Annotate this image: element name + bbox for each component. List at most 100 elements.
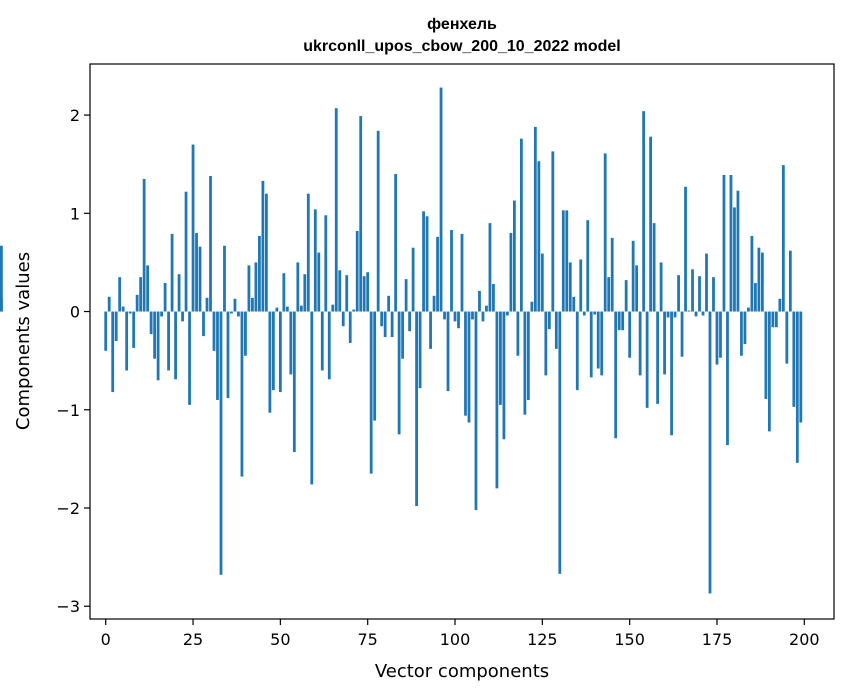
bar-98 — [446, 311, 450, 392]
bar-19 — [170, 233, 174, 312]
bar-111 — [492, 284, 495, 312]
bar-14 — [153, 311, 157, 359]
bar-97 — [443, 311, 446, 320]
plot-frame — [89, 63, 835, 620]
bar-155 — [645, 311, 649, 408]
bar-106 — [474, 311, 478, 510]
x-tick-label: 175 — [702, 630, 733, 649]
bar-170 — [698, 276, 701, 312]
bar-188 — [761, 252, 764, 312]
bar-198 — [795, 311, 799, 463]
bar-153 — [638, 311, 642, 376]
y-tick-label: 0 — [70, 303, 80, 322]
bar-165 — [680, 311, 684, 357]
bar-105 — [471, 311, 474, 320]
bar-63 — [324, 215, 328, 312]
bar-100 — [453, 311, 457, 322]
bar-71 — [352, 309, 356, 312]
bar-17 — [163, 283, 167, 312]
bar-83 — [394, 174, 398, 312]
bar-159 — [659, 262, 663, 312]
bar-179 — [729, 175, 733, 312]
bar-183 — [743, 311, 747, 344]
x-tick-label: 0 — [101, 630, 111, 649]
bar-156 — [649, 136, 653, 312]
bar-75 — [366, 272, 370, 312]
bar-79 — [380, 311, 384, 327]
bar-149 — [624, 280, 628, 312]
bar-172 — [705, 253, 708, 312]
bar-158 — [656, 311, 659, 404]
bar-184 — [747, 307, 750, 312]
bar-1 — [107, 296, 111, 312]
bar-102 — [460, 233, 464, 312]
bar-99 — [450, 230, 453, 312]
bar-191 — [771, 311, 775, 328]
bar-82 — [390, 311, 394, 338]
y-axis-ticks: −3 −2 −1 0 1 2 — [56, 106, 90, 616]
bar-62 — [320, 311, 324, 371]
bar-199 — [799, 311, 803, 423]
y-tick-label: −1 — [56, 401, 80, 420]
bar-53 — [289, 311, 293, 375]
bar-178 — [726, 311, 729, 446]
bar-150 — [628, 311, 632, 358]
bar-6 — [125, 311, 129, 371]
bar-60 — [313, 209, 317, 312]
bar-142 — [600, 311, 604, 376]
bar-135 — [575, 311, 579, 391]
bar-36 — [230, 311, 233, 314]
x-tick-label: 100 — [440, 630, 471, 649]
bar-124 — [537, 161, 541, 312]
bar-144 — [607, 277, 611, 312]
bar-108 — [481, 311, 485, 322]
bar-168 — [691, 269, 694, 312]
bar-4 — [118, 277, 122, 312]
bar-110 — [488, 223, 492, 312]
bar-77 — [373, 311, 377, 421]
bar-116 — [509, 232, 513, 312]
bar-48 — [271, 311, 275, 391]
bar-69 — [345, 275, 349, 312]
bar-154 — [642, 111, 646, 312]
bar-85 — [401, 311, 405, 359]
bar-74 — [362, 276, 366, 312]
bar-126 — [544, 311, 548, 376]
bar-139 — [589, 311, 593, 378]
bar-3 — [114, 311, 118, 342]
bar-10 — [139, 277, 143, 312]
bar-29 — [205, 297, 209, 312]
bar-70 — [348, 311, 352, 343]
bar-128 — [551, 151, 555, 312]
bar-56 — [299, 305, 303, 312]
bar-175 — [715, 311, 719, 365]
bar-9 — [135, 294, 139, 312]
bar-190 — [767, 311, 771, 432]
bar-174 — [712, 277, 715, 312]
bar-13 — [149, 311, 153, 335]
bar-0 — [104, 311, 108, 351]
bar-86 — [404, 279, 408, 312]
x-tick-label: 150 — [614, 630, 645, 649]
bar-94 — [432, 295, 436, 312]
bar-80 — [383, 311, 387, 338]
bar-160 — [663, 311, 666, 375]
bar-143 — [603, 153, 607, 312]
bar-33 — [219, 311, 223, 575]
bar-11 — [142, 178, 146, 312]
bar-37 — [233, 298, 237, 312]
bar-166 — [684, 186, 687, 312]
bar-161 — [666, 311, 670, 318]
bar-2 — [111, 311, 115, 393]
bar-87 — [408, 311, 411, 332]
bar-117 — [513, 200, 516, 312]
bar-146 — [614, 311, 618, 439]
bar-7 — [128, 311, 132, 314]
bar-185 — [750, 235, 754, 312]
bar-92 — [425, 216, 429, 312]
bar-196 — [788, 250, 792, 312]
bar-57 — [303, 274, 307, 312]
bar-43 — [254, 262, 258, 312]
bar-122 — [530, 301, 534, 312]
bar-194 — [781, 165, 785, 312]
